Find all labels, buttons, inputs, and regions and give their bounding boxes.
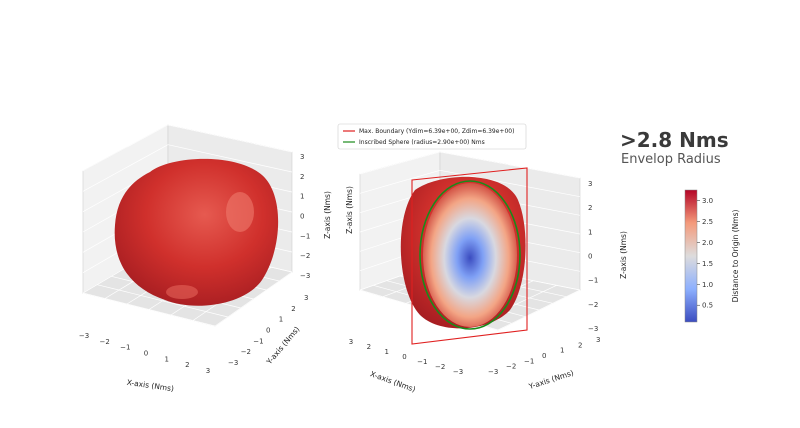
envelope-radius-caption: Envelop Radius xyxy=(621,152,721,167)
right-x-tick-4: −1 xyxy=(417,358,427,366)
right-3d-plot: Max. Boundary (Ydim=6.39e+00, Zdim=6.39e… xyxy=(337,123,628,394)
inscribed-sphere-outline xyxy=(419,180,521,330)
right-z-tick-4: 1 xyxy=(588,228,592,236)
right-y-tick-3: 0 xyxy=(542,352,546,360)
right-z-tick-1: −2 xyxy=(588,301,598,309)
colorbar-tick-label-3: 2.0 xyxy=(702,239,713,247)
left-y-tick-4: 1 xyxy=(279,316,283,324)
left-x-axis-label: X-axis (Nms) xyxy=(126,378,174,394)
left-x-tick-6: 3 xyxy=(206,367,210,375)
left-wall-z-gridline-5 xyxy=(167,144,293,173)
left-envelope-surface xyxy=(114,158,279,306)
max-boundary-rect xyxy=(411,167,528,345)
left-x-tick-5: 2 xyxy=(185,361,189,369)
right-x-tick-0: 3 xyxy=(349,338,353,346)
right-y-tick-0: −3 xyxy=(488,368,498,376)
left-surface-highlight-bottom xyxy=(166,285,198,299)
right-y-tick-5: 2 xyxy=(578,341,582,349)
right-z-axis-label-outer: Z-axis (Nms) xyxy=(619,231,628,279)
envelope-radius-value: >2.8 Nms xyxy=(620,128,729,152)
right-z-tick-3: 0 xyxy=(588,253,592,261)
right-z-tick-0: −3 xyxy=(588,325,598,333)
colorbar: 0.5 1.0 1.5 2.0 2.5 3.0 Distance to Origin (N… xyxy=(684,189,740,323)
right-z-tick-5: 2 xyxy=(588,204,592,212)
colorbar-tick-label-0: 0.5 xyxy=(702,302,713,310)
left-y-tick-0: −3 xyxy=(228,359,238,367)
right-x-tick-3: 0 xyxy=(402,353,406,361)
left-x-tick-3: 0 xyxy=(144,350,148,358)
legend-box xyxy=(337,123,527,150)
left-z-tick-6: 3 xyxy=(300,153,304,161)
right-y-tick-2: −1 xyxy=(524,357,534,365)
colorbar-tick-label-4: 2.5 xyxy=(702,218,713,226)
right-x-axis-label: X-axis (Nms) xyxy=(369,369,417,394)
right-y-axis-label: Y-axis (Nms) xyxy=(527,368,575,391)
right-wall2-z-gridline-5 xyxy=(359,169,441,194)
right-x-tick-6: −3 xyxy=(453,368,463,376)
colorbar-ticks: 0.5 1.0 1.5 2.0 2.5 3.0 xyxy=(697,197,713,310)
left-y-tick-1: −2 xyxy=(241,348,251,356)
colorbar-tick-label-1: 1.0 xyxy=(702,281,713,289)
right-z-tick-2: −1 xyxy=(588,277,598,285)
right-wall2-z-gridline-6 xyxy=(359,151,441,175)
left-floor-y-gridline-1 xyxy=(97,284,228,318)
left-y-tick-2: −1 xyxy=(253,337,263,345)
left-z-tick-4: 1 xyxy=(300,193,304,201)
left-wall2-z-gridline-6 xyxy=(82,124,169,172)
left-y-tick-3: 0 xyxy=(266,327,270,335)
right-z-tick-6: 3 xyxy=(588,180,592,188)
colorbar-label: Distance to Origin (Nms) xyxy=(731,210,740,303)
left-wall2-z-gridline-5 xyxy=(82,144,169,192)
left-x-tick-2: −1 xyxy=(120,344,130,352)
left-x-tick-1: −2 xyxy=(100,338,110,346)
right-z-axis-label: Z-axis (Nms) xyxy=(345,186,354,234)
left-x-tick-0: −3 xyxy=(79,332,89,340)
left-y-tick-6: 3 xyxy=(304,294,308,302)
right-tick-labels: 3 2 1 0 −1 −2 −3 −3 −2 −1 0 1 2 3 −3 −2 −1 0 1 2 3 xyxy=(349,180,601,376)
colorbar-tick-label-2: 1.5 xyxy=(702,260,713,268)
left-y-tick-5: 2 xyxy=(291,305,295,313)
left-x-tick-4: 1 xyxy=(164,355,168,363)
right-x-tick-2: 1 xyxy=(384,348,388,356)
right-y-tick-6: 3 xyxy=(596,336,600,344)
left-floor-y-gridline-0 xyxy=(82,292,216,327)
colorbar-tick-label-5: 3.0 xyxy=(702,197,713,205)
right-y-tick-1: −2 xyxy=(506,363,516,371)
left-surface-highlight xyxy=(226,192,254,232)
left-z-tick-2: −1 xyxy=(300,232,310,240)
right-x-tick-1: 2 xyxy=(367,343,371,351)
right-wall-z-gridline-6 xyxy=(439,151,581,179)
left-z-tick-0: −3 xyxy=(300,272,310,280)
legend-label-sphere: Inscribed Sphere (radius=2.90e+00) Nms xyxy=(359,139,485,146)
colorbar-gradient xyxy=(684,189,698,323)
right-y-tick-4: 1 xyxy=(560,347,564,355)
right-x-tick-5: −2 xyxy=(435,363,445,371)
left-z-axis-label: Z-axis (Nms) xyxy=(323,191,332,239)
left-z-tick-3: 0 xyxy=(300,213,304,221)
left-z-tick-1: −2 xyxy=(300,252,310,260)
legend-label-boundary: Max. Boundary (Ydim=6.39e+00, Zdim=6.39e… xyxy=(359,128,514,135)
left-wall-z-gridline-6 xyxy=(167,124,293,153)
left-z-tick-5: 2 xyxy=(300,173,304,181)
right-distance-disc xyxy=(423,183,517,327)
